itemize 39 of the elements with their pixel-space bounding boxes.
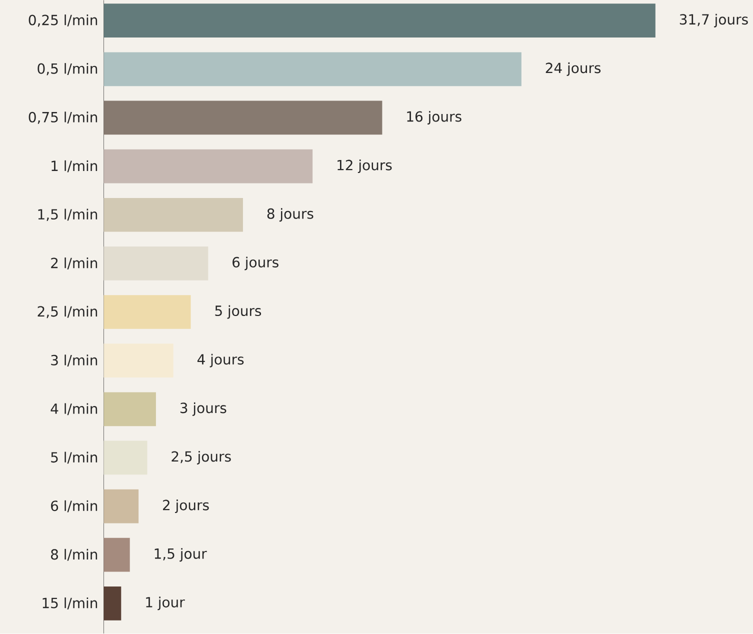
y-tick-label: 2 l/min [51, 258, 98, 270]
data-label: 5 jours [215, 305, 262, 319]
data-label: 1 jour [146, 596, 185, 610]
y-tick-label: 3 l/min [51, 354, 98, 367]
y-tick-label: 2,5 l/min [38, 306, 98, 318]
bar [104, 344, 174, 378]
data-label: 2 jours [163, 500, 209, 514]
bar [104, 52, 522, 86]
y-tick-label: 4 l/min [50, 403, 98, 416]
data-label: 31,7 jours [680, 14, 748, 28]
data-label: 12 jours [338, 160, 392, 174]
y-tick-label: 0,5 l/min [38, 63, 98, 76]
bar [104, 295, 191, 330]
data-label: 6 jours [232, 256, 278, 270]
bar [104, 489, 139, 524]
bar [104, 246, 208, 281]
y-tick-label: 5 l/min [51, 452, 98, 464]
data-label: 16 jours [407, 111, 462, 125]
bar [104, 100, 382, 135]
y-tick-label: 0,75 l/min [28, 112, 98, 124]
y-tick-label: 1,5 l/min [38, 208, 98, 222]
bar [104, 538, 130, 572]
data-label: 1,5 jour [154, 548, 207, 562]
y-tick-label: 8 l/min [51, 549, 98, 561]
bar [104, 4, 656, 38]
bar [104, 586, 122, 620]
data-label: 2,5 jours [172, 451, 231, 465]
data-label: 24 jours [546, 62, 601, 76]
y-tick-label: 6 l/min [51, 500, 98, 512]
bar [104, 440, 148, 475]
bar [104, 198, 243, 232]
bar [104, 150, 313, 184]
data-label: 4 jours [197, 354, 244, 368]
y-tick-label: 0,25 l/min [28, 14, 98, 27]
y-tick-label: 1 l/min [52, 160, 98, 172]
data-label: 8 jours [267, 208, 314, 222]
data-label: 3 jours [180, 402, 226, 416]
y-tick-label: 15 l/min [42, 598, 98, 610]
bar [104, 392, 156, 426]
